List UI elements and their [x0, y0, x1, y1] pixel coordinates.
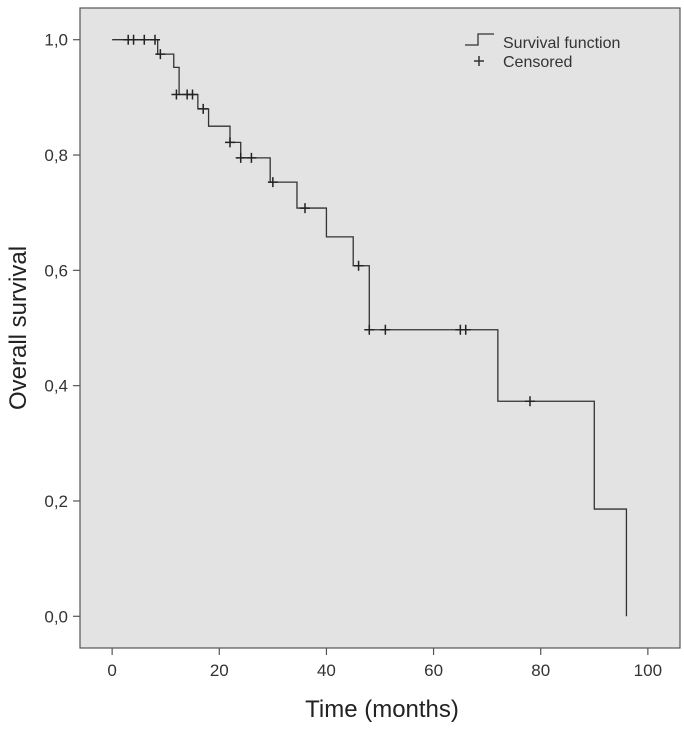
censored-mark: [380, 324, 391, 335]
censored-mark: [150, 34, 160, 45]
censored-mark: [187, 89, 198, 100]
legend-survival-line-symbol: [465, 33, 494, 46]
censored-mark: [171, 89, 182, 100]
legend: Survival function Censored: [465, 33, 620, 71]
y-tick-label: 0,0: [44, 607, 68, 626]
x-tick-label: 60: [424, 661, 443, 680]
x-tick-label: 20: [210, 661, 229, 680]
y-tick-label: 0,8: [44, 146, 68, 165]
y-axis-title: Overall survival: [5, 246, 32, 410]
censored-mark: [525, 396, 535, 407]
legend-survival-label: Survival function: [503, 35, 620, 52]
y-tick-label: 0,4: [44, 377, 68, 396]
y-tick-label: 1,0: [44, 31, 68, 50]
censored-mark: [155, 49, 166, 60]
x-tick-label: 40: [317, 661, 336, 680]
y-tick-label: 0,2: [44, 492, 68, 511]
censored-mark: [460, 324, 471, 335]
x-axis-title: Time (months): [305, 696, 459, 723]
legend-censored-plus-symbol: [474, 56, 484, 66]
censored-mark: [235, 152, 246, 163]
censored-mark: [364, 324, 375, 335]
x-tick-label: 0: [107, 661, 116, 680]
censored-mark: [225, 137, 235, 148]
censored-mark: [246, 152, 257, 163]
censored-mark: [267, 177, 278, 188]
x-tick-label: 100: [634, 661, 662, 680]
plot-background: [79, 7, 681, 649]
survival-curve: [112, 39, 628, 617]
x-tick-label: 80: [531, 661, 550, 680]
censored-mark: [128, 34, 139, 45]
censored-mark: [198, 103, 209, 114]
censored-mark: [139, 34, 150, 45]
censored-mark: [300, 203, 310, 214]
censored-mark: [353, 260, 364, 271]
legend-censored-label: Censored: [503, 54, 572, 71]
y-tick-label: 0,6: [44, 261, 68, 280]
